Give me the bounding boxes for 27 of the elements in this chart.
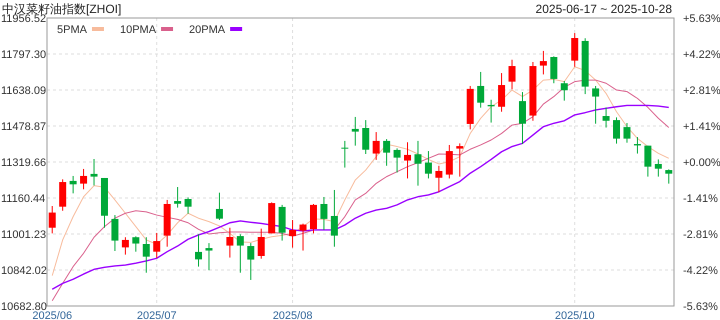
legend-label: 20PMA [189, 24, 226, 36]
y-tick-label: 11160.44 [1, 193, 46, 205]
y2-tick-label: +2.81% [683, 85, 720, 98]
chart-title: 中汉菜籽油指数[ZHOI] [2, 2, 122, 16]
y-tick-label: 11638.09 [1, 85, 46, 97]
legend-label: 10PMA [120, 24, 157, 36]
y2-tick-label: +4.22% [683, 49, 720, 62]
y2-tick-label: +0.00% [683, 157, 720, 169]
y2-tick-label: -2.81% [683, 228, 718, 241]
y2-tick-label: -4.22% [683, 264, 718, 277]
y-tick-label: 11797.30 [1, 49, 46, 61]
y2-tick-label: +1.41% [683, 120, 720, 133]
y2-tick-label: -5.63% [683, 301, 718, 313]
x-tick-label: 2025/07 [136, 310, 177, 320]
legend-label: 5PMA [57, 24, 88, 36]
y-tick-label: 11001.23 [1, 229, 46, 241]
y-tick-label: 11319.66 [1, 157, 46, 169]
x-tick-label: 2025/06 [32, 310, 72, 320]
y-tick-label: 10842.02 [1, 265, 47, 277]
y-tick-label: 11956.52 [1, 13, 46, 25]
x-tick-label: 2025/08 [272, 310, 312, 320]
y-tick-label: 10682.80 [1, 301, 47, 313]
x-tick-label: 2025/10 [554, 310, 595, 320]
chart-subtitle: 2025-06-17 ~ 2025-10-28 [536, 2, 672, 16]
y2-tick-label: -1.41% [683, 193, 718, 206]
y-tick-label: 11478.87 [1, 121, 46, 133]
y2-tick-label: +5.63% [683, 13, 720, 25]
